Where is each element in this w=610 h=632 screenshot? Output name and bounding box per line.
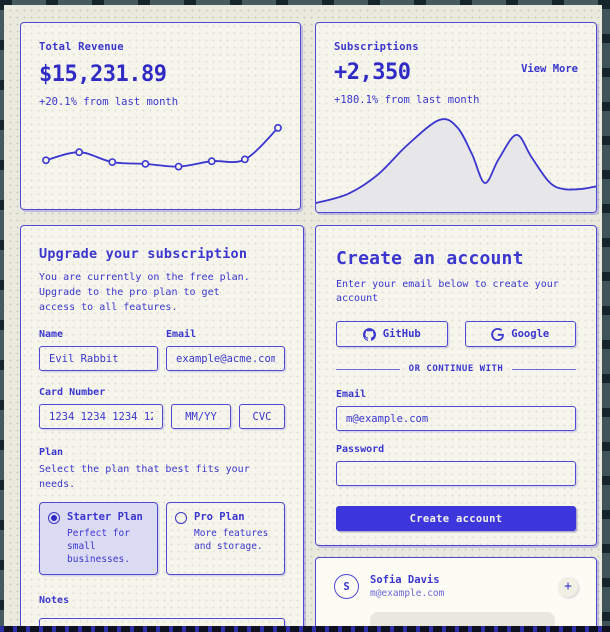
total-revenue-title: Total Revenue xyxy=(39,41,124,53)
upgrade-description: You are currently on the free plan. Upgr… xyxy=(39,272,250,313)
signup-password-input[interactable] xyxy=(336,461,576,486)
total-revenue-delta: +20.1% from last month xyxy=(39,96,179,108)
total-revenue-card: Total Revenue $15,231.89 +20.1% from las… xyxy=(20,22,301,210)
signup-email-label: Email xyxy=(336,389,367,400)
add-member-button[interactable]: + xyxy=(558,576,578,597)
notes-label: Notes xyxy=(39,595,70,606)
screenshot-edge-left xyxy=(0,0,4,632)
subscriptions-title: Subscriptions xyxy=(334,41,419,53)
upgrade-subscription-card: Upgrade your subscription You are curren… xyxy=(20,225,304,632)
pro-plan-description: More features and storage. xyxy=(194,528,269,552)
google-icon xyxy=(491,327,505,341)
create-account-card: Create an account Enter your email below… xyxy=(315,225,597,546)
radio-unselected-icon xyxy=(175,512,187,524)
create-account-title: Create an account xyxy=(336,248,524,269)
google-button-label: Google xyxy=(511,328,550,340)
radio-selected-icon xyxy=(48,512,60,524)
email-label: Email xyxy=(166,329,197,340)
avatar: S xyxy=(334,574,359,599)
divider-label: OR CONTINUE WITH xyxy=(408,364,504,374)
card-number-label: Card Number xyxy=(39,387,106,398)
chat-card: S Sofia Davis m@example.com + xyxy=(315,557,597,632)
screenshot-edge-top xyxy=(0,0,610,5)
plan-option-starter[interactable]: Starter Plan Perfect for small businesse… xyxy=(39,502,158,575)
subscriptions-value: +2,350 xyxy=(334,60,411,85)
name-label: Name xyxy=(39,329,64,340)
screenshot-edge-bottom xyxy=(0,626,610,632)
github-icon xyxy=(362,327,376,341)
starter-plan-name: Starter Plan xyxy=(67,511,143,523)
revenue-line-chart xyxy=(42,123,282,171)
plan-label: Plan xyxy=(39,447,64,458)
subscriptions-card: Subscriptions +2,350 View More +180.1% f… xyxy=(315,22,597,213)
plan-option-pro[interactable]: Pro Plan More features and storage. xyxy=(166,502,285,575)
starter-plan-description: Perfect for small businesses. xyxy=(67,528,130,565)
google-button[interactable]: Google xyxy=(464,321,576,347)
card-cvc-input[interactable] xyxy=(239,404,285,429)
avatar-initial: S xyxy=(343,580,350,593)
upgrade-title: Upgrade your subscription xyxy=(39,246,248,262)
signup-password-label: Password xyxy=(336,444,385,455)
view-more-button[interactable]: View More xyxy=(521,63,578,75)
or-continue-with-divider: OR CONTINUE WITH xyxy=(336,364,577,374)
create-account-description: Enter your email below to create your ac… xyxy=(336,279,559,304)
signup-email-input[interactable] xyxy=(336,406,576,431)
screenshot-edge-right xyxy=(602,0,610,632)
card-expiry-input[interactable] xyxy=(171,404,231,429)
plan-description: Select the plan that best fits your need… xyxy=(39,464,250,490)
total-revenue-value: $15,231.89 xyxy=(39,62,167,87)
subscriptions-area-chart xyxy=(316,118,596,212)
email-input[interactable] xyxy=(166,346,285,371)
card-number-input[interactable] xyxy=(39,404,163,429)
subscriptions-delta: +180.1% from last month xyxy=(334,94,480,106)
github-button-label: GitHub xyxy=(382,328,421,340)
github-button[interactable]: GitHub xyxy=(336,321,448,347)
chat-user-name: Sofia Davis xyxy=(370,574,440,586)
name-input[interactable] xyxy=(39,346,158,371)
create-account-button[interactable]: Create account xyxy=(336,506,576,531)
chat-user-email: m@example.com xyxy=(370,588,445,599)
pro-plan-name: Pro Plan xyxy=(194,511,245,523)
